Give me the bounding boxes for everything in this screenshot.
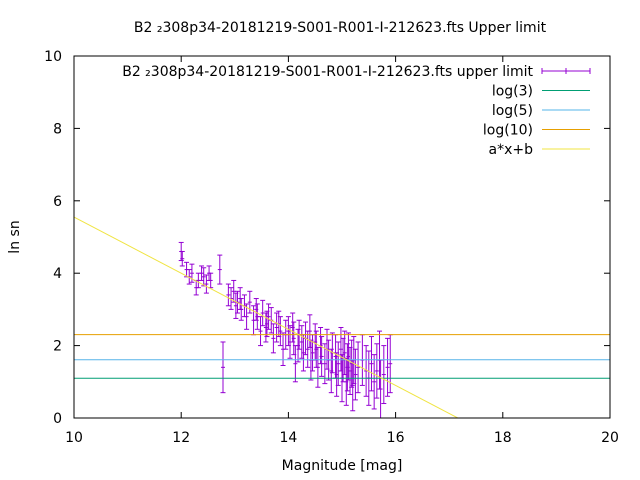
data-point [195, 272, 201, 289]
data-point [344, 343, 350, 392]
data-point [328, 348, 334, 394]
data-point [208, 272, 214, 289]
x-tick-label: 14 [279, 430, 297, 446]
legend-label: a*x+b [489, 142, 534, 158]
x-axis-label: Magnitude [mag] [282, 458, 403, 474]
y-axis-label: ln sn [7, 220, 23, 253]
y-tick-label: 6 [53, 194, 62, 210]
x-tick-label: 10 [65, 430, 83, 446]
y-tick-label: 8 [53, 121, 62, 137]
x-tick-label: 12 [172, 430, 190, 446]
data-point [305, 330, 311, 368]
data-point [378, 359, 384, 418]
x-tick-label: 16 [387, 430, 405, 446]
y-axis: 0 2 4 6 8 10 [44, 49, 610, 427]
data-point [381, 345, 387, 405]
chart-title: B2 ₂308p34-20181219-S001-R001-I-212623.f… [134, 20, 547, 36]
legend-label: log(3) [492, 84, 533, 100]
x-axis: 10 12 14 16 18 20 [65, 56, 619, 446]
data-point [217, 254, 223, 285]
data-point [385, 337, 391, 397]
data-point [203, 274, 209, 294]
data-point [322, 343, 328, 385]
data-point [179, 250, 185, 267]
data-point [333, 334, 339, 379]
y-tick-label: 2 [53, 339, 62, 355]
data-point [225, 283, 231, 307]
x-tick-label: 18 [494, 430, 512, 446]
legend: B2 ₂308p34-20181219-S001-R001-I-212623.f… [122, 64, 591, 158]
plot-frame [73, 55, 611, 419]
data-point [264, 310, 270, 338]
legend-item: a*x+b [489, 142, 590, 158]
legend-item: log(3) [492, 84, 590, 100]
series-layer [74, 216, 610, 418]
data-point [258, 316, 264, 347]
data-point [254, 303, 260, 330]
legend-item: B2 ₂308p34-20181219-S001-R001-I-212623.f… [122, 64, 591, 80]
data-point [266, 303, 272, 330]
data-point [270, 323, 276, 354]
data-point [368, 336, 374, 392]
data-point [363, 345, 369, 397]
legend-item: log(5) [492, 103, 590, 119]
y-tick-label: 4 [53, 266, 62, 282]
data-point [277, 316, 283, 347]
data-point [350, 359, 356, 412]
data-point [186, 269, 192, 285]
y-tick-label: 10 [44, 49, 62, 65]
fit-line [74, 216, 459, 418]
data-point [355, 341, 361, 394]
data-point [238, 298, 244, 321]
data-point [352, 348, 358, 401]
data-point [290, 312, 296, 343]
legend-item: log(10) [483, 123, 590, 139]
x-tick-label: 20 [601, 430, 619, 446]
y-tick-label: 0 [53, 411, 62, 427]
legend-label: B2 ₂308p34-20181219-S001-R001-I-212623.f… [122, 64, 533, 80]
data-point [307, 314, 313, 348]
data-point [220, 341, 226, 394]
data-point [374, 343, 380, 399]
data-point [315, 346, 321, 388]
data-point [371, 354, 377, 410]
legend-label: log(10) [483, 123, 533, 139]
legend-label: log(5) [492, 103, 533, 119]
data-point [319, 336, 325, 377]
data-point [244, 303, 250, 330]
